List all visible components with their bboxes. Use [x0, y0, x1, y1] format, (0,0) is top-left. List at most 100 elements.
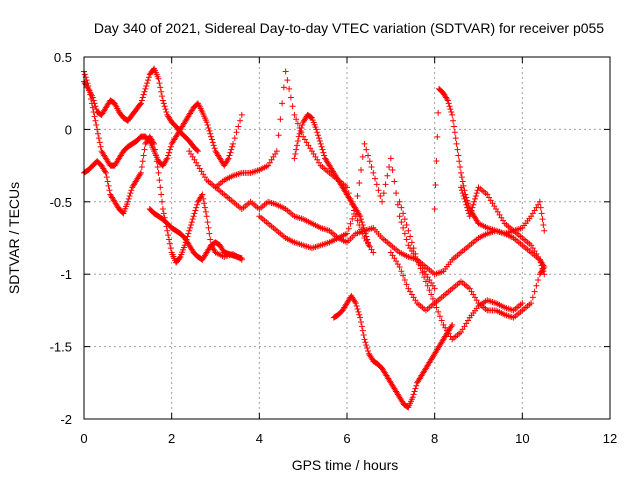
data-point	[208, 133, 215, 140]
data-point	[459, 178, 466, 185]
data-point	[396, 198, 403, 205]
grid-lines	[84, 57, 610, 419]
data-point	[407, 233, 414, 240]
data-point	[412, 250, 419, 257]
data-point	[431, 285, 438, 292]
data-point	[187, 224, 194, 231]
data-point	[408, 239, 415, 246]
data-point	[277, 116, 284, 123]
data-point	[400, 224, 407, 231]
data-point	[461, 195, 468, 202]
data-point	[380, 190, 387, 197]
data-point	[448, 323, 455, 330]
data-point	[537, 204, 544, 211]
data-point	[360, 332, 367, 339]
data-point	[464, 204, 471, 211]
data-point	[411, 388, 418, 395]
data-point	[194, 147, 201, 154]
data-point	[457, 184, 464, 191]
data-point	[469, 204, 476, 211]
data-point	[191, 210, 198, 217]
data-point	[366, 158, 373, 165]
data-point	[313, 126, 320, 133]
data-point	[211, 145, 218, 152]
data-point	[164, 155, 171, 162]
data-point	[231, 135, 238, 142]
data-point	[167, 143, 174, 150]
data-point	[426, 287, 433, 294]
data-point	[432, 182, 439, 189]
data-point	[456, 158, 463, 165]
data-point	[443, 95, 450, 102]
data-point	[204, 122, 211, 129]
data-point	[93, 106, 100, 113]
data-point	[141, 146, 148, 153]
data-point	[357, 314, 364, 321]
data-point	[457, 169, 464, 176]
data-point	[210, 142, 217, 149]
data-point	[292, 151, 299, 158]
data-point	[141, 88, 148, 95]
data-point	[403, 281, 410, 288]
series-m	[457, 184, 548, 278]
data-point	[540, 268, 547, 275]
data-point	[361, 140, 368, 147]
data-point	[229, 143, 236, 150]
data-point	[128, 187, 135, 194]
data-point	[160, 210, 167, 217]
data-point	[321, 152, 328, 159]
data-point	[458, 174, 465, 181]
data-point	[209, 139, 216, 146]
data-point	[536, 256, 543, 263]
data-point	[162, 106, 169, 113]
y-axis-ticks: 0.5 0 -0.5 -1 -1.5 -2	[50, 50, 610, 427]
data-point	[365, 347, 372, 354]
data-point	[238, 111, 245, 118]
data-point	[356, 179, 363, 186]
y-tick-label: -0.5	[50, 195, 72, 210]
data-point	[359, 153, 366, 160]
data-point	[192, 207, 199, 214]
data-point	[359, 221, 366, 228]
data-point	[227, 149, 234, 156]
data-point	[138, 164, 145, 171]
data-point	[233, 129, 240, 136]
data-point	[358, 226, 365, 233]
data-point	[103, 174, 110, 181]
data-point	[224, 156, 231, 163]
data-point	[356, 211, 363, 218]
data-point	[157, 184, 164, 191]
data-point	[86, 87, 93, 94]
data-point	[140, 91, 147, 98]
data-point	[126, 193, 133, 200]
data-point	[400, 272, 407, 279]
data-point	[362, 339, 369, 346]
y-tick-label: -1	[60, 267, 72, 282]
chart-title: Day 340 of 2021, Sidereal Day-to-day VTE…	[94, 20, 604, 36]
data-point	[364, 345, 371, 352]
data-point	[124, 198, 131, 205]
data-point	[353, 303, 360, 310]
data-point	[445, 100, 452, 107]
data-point	[398, 268, 405, 275]
data-point	[294, 120, 301, 127]
data-point	[417, 265, 424, 272]
data-point	[396, 263, 403, 270]
data-point	[384, 172, 391, 179]
data-point	[138, 97, 145, 104]
data-point	[540, 221, 547, 228]
data-point	[448, 109, 455, 116]
data-point	[454, 146, 461, 153]
data-point	[398, 204, 405, 211]
data-point	[137, 101, 144, 108]
data-point	[94, 126, 101, 133]
data-point	[354, 217, 361, 224]
data-point	[102, 169, 109, 176]
data-point	[202, 208, 209, 215]
data-point	[536, 198, 543, 205]
data-point	[203, 213, 210, 220]
data-point	[193, 204, 200, 211]
series-l	[431, 85, 548, 237]
data-point	[354, 305, 361, 312]
y-tick-label: -2	[60, 412, 72, 427]
